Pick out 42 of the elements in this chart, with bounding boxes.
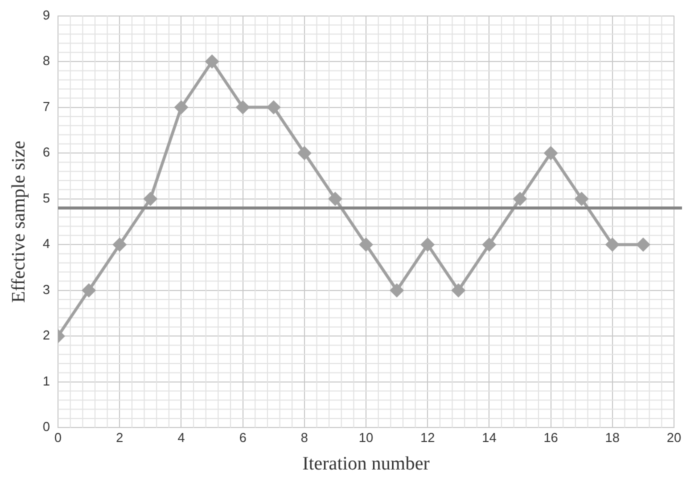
y-tick-label: 3 [42, 282, 50, 297]
point [236, 100, 250, 114]
point [575, 192, 588, 206]
y-tick-label: 9 [42, 7, 50, 22]
point [328, 192, 342, 206]
point [606, 238, 619, 252]
x-tick-label: 6 [239, 430, 246, 445]
point [421, 238, 434, 252]
point [206, 55, 219, 68]
x-tick-label: 2 [116, 430, 124, 445]
point [298, 146, 311, 160]
y-tick-label: 1 [42, 373, 50, 388]
point [144, 192, 157, 206]
x-tick-label: 14 [482, 430, 496, 445]
y-axis-title: Effective sample size [8, 140, 30, 303]
x-tick-label: 8 [300, 430, 308, 445]
x-axis-title: Iteration number [302, 454, 430, 475]
y-tick-label: 6 [42, 144, 50, 160]
point [360, 238, 373, 252]
point [82, 284, 96, 297]
y-tick-label: 4 [42, 236, 50, 252]
x-tick-label: 10 [358, 430, 374, 445]
point [174, 100, 188, 114]
point [390, 284, 404, 297]
point [452, 284, 465, 297]
x-tick-label: 20 [666, 430, 682, 445]
y-tick-label: 8 [42, 53, 50, 68]
y-tick-label: 2 [42, 328, 50, 343]
x-tick-label: 16 [544, 430, 558, 445]
point [544, 146, 558, 160]
y-tick-label: 0 [42, 419, 50, 434]
y-tick-label: 5 [42, 190, 50, 206]
point [267, 100, 280, 114]
x-tick-label: 18 [605, 430, 620, 445]
point [482, 238, 496, 252]
point [514, 192, 527, 206]
x-tick-label: 4 [178, 430, 185, 445]
y-tick-label: 7 [42, 98, 50, 114]
x-tick-label: 0 [54, 430, 62, 445]
point [113, 238, 126, 252]
x-tick-label: 12 [420, 430, 435, 445]
point [636, 238, 650, 252]
